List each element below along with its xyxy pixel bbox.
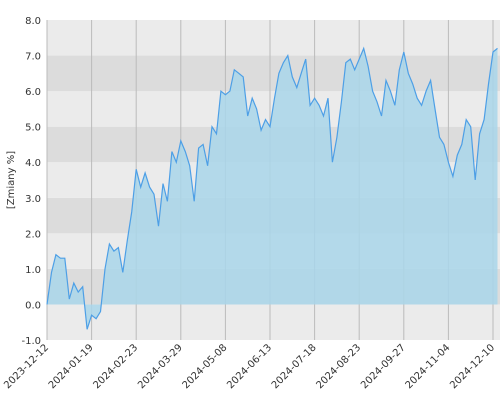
- band: [47, 304, 500, 340]
- y-tick-label: 3.0: [25, 194, 41, 205]
- y-tick-label: 1.0: [25, 265, 41, 276]
- x-tick-label: 2024-08-23: [314, 342, 363, 391]
- y-tick-label: 8.0: [25, 16, 41, 27]
- x-tick-label: 2024-01-19: [47, 342, 96, 391]
- y-axis-label: [Zmiany %]: [6, 151, 17, 209]
- y-tick-label: 7.0: [25, 52, 41, 63]
- x-tick-label: 2024-09-27: [359, 342, 408, 391]
- x-tick-label: 2024-12-10: [448, 342, 497, 391]
- x-tick-label: 2024-06-13: [225, 342, 274, 391]
- x-tick-label: 2024-07-18: [270, 342, 319, 391]
- x-tick-label: 2024-05-08: [181, 342, 230, 391]
- y-tick-label: 2.0: [25, 229, 41, 240]
- x-tick-label: 2024-02-23: [91, 342, 140, 391]
- line: [46, 46, 498, 330]
- x-tick-label: 2023-12-12: [2, 342, 51, 391]
- y-tick-label: 5.0: [25, 123, 41, 134]
- y-tick-label: 0.0: [25, 300, 41, 311]
- band: [47, 20, 500, 56]
- y-tick-label: -1.0: [21, 336, 41, 347]
- area: [47, 48, 498, 330]
- band: [47, 55, 500, 92]
- y-tick-label: 6.0: [25, 87, 41, 98]
- x-tick-label: 2024-03-29: [136, 342, 185, 391]
- x-tick-label: 2024-11-04: [404, 342, 453, 391]
- y-tick-label: 4.0: [25, 158, 41, 169]
